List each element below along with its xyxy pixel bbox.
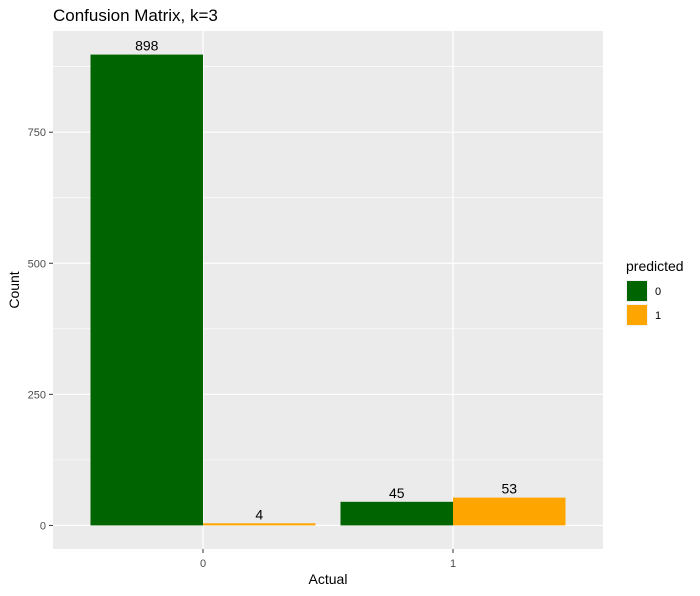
- data-label: 53: [501, 481, 517, 497]
- data-label: 898: [135, 38, 159, 54]
- data-label: 4: [255, 506, 263, 522]
- data-label: 45: [389, 485, 405, 501]
- legend-label: 0: [655, 286, 661, 298]
- bar-actual-1-predicted-1: [453, 497, 566, 526]
- x-axis-title: Actual: [309, 571, 348, 587]
- y-axis-ticks: 0 250 500 750: [28, 127, 53, 532]
- legend-key-1: [627, 305, 647, 325]
- y-tick-label: 500: [28, 258, 46, 270]
- y-tick-label: 750: [28, 127, 46, 139]
- y-tick-label: 0: [40, 520, 46, 532]
- y-tick-label: 250: [28, 389, 46, 401]
- legend: predicted 0 1: [626, 258, 684, 326]
- bar-actual-0-predicted-1: [203, 523, 316, 526]
- chart-title: Confusion Matrix, k=3: [53, 6, 218, 25]
- bars: [90, 54, 566, 526]
- data-labels: 898 4 45 53: [135, 38, 517, 523]
- x-tick-label: 0: [200, 558, 206, 570]
- x-tick-label: 1: [450, 558, 456, 570]
- bar-actual-0-predicted-0: [90, 54, 203, 526]
- y-axis-title: Count: [6, 271, 22, 308]
- legend-title: predicted: [626, 258, 684, 274]
- legend-key-0: [627, 281, 647, 301]
- legend-label: 1: [655, 310, 661, 322]
- bar-actual-1-predicted-0: [340, 501, 453, 526]
